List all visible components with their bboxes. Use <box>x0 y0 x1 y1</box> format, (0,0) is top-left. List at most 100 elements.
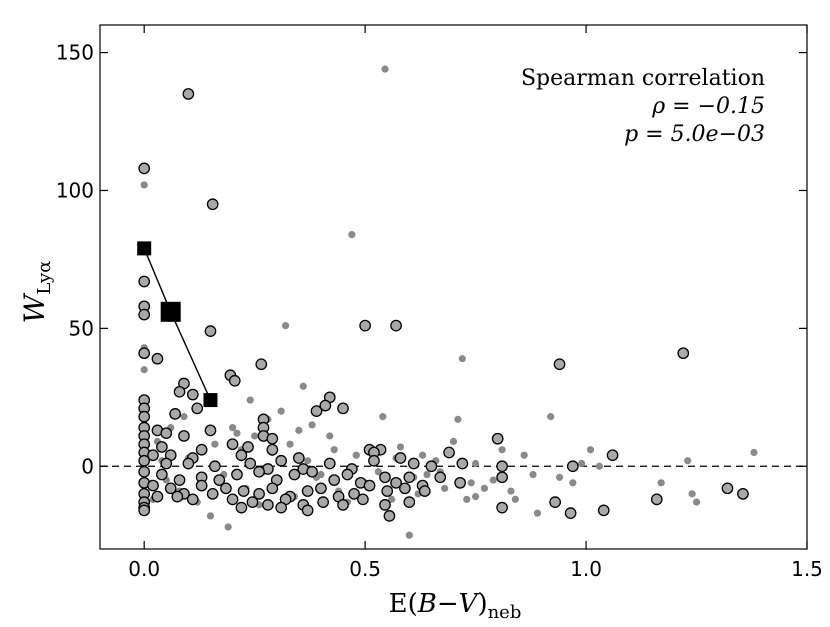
large-data-point <box>173 385 186 398</box>
large-data-point <box>456 457 469 470</box>
large-data-point <box>323 457 336 470</box>
y-axis-title: WLyα <box>18 261 55 324</box>
large-data-point <box>138 465 151 478</box>
large-data-point <box>226 438 239 451</box>
large-data-point <box>348 487 360 500</box>
small-data-point <box>569 479 577 487</box>
large-data-point <box>138 410 151 423</box>
large-data-point <box>195 443 208 456</box>
large-data-point <box>275 454 288 467</box>
large-data-point <box>182 457 195 470</box>
large-data-point <box>206 198 219 211</box>
large-data-point <box>138 504 151 517</box>
large-data-point <box>151 490 164 503</box>
y-tick-label: 0 <box>81 454 94 478</box>
large-data-point <box>220 482 232 495</box>
large-data-point <box>156 468 168 481</box>
large-data-point <box>171 490 184 503</box>
large-data-point <box>275 501 288 514</box>
large-data-point <box>213 474 226 486</box>
large-data-point <box>379 471 391 484</box>
large-data-point <box>317 496 329 508</box>
y-axis-title-subscript: Lyα <box>34 261 55 295</box>
large-data-point <box>237 485 250 497</box>
small-data-point <box>211 440 219 448</box>
large-data-point <box>606 449 619 462</box>
small-data-point <box>286 440 294 448</box>
large-data-point <box>204 325 217 337</box>
small-data-point <box>454 415 462 423</box>
large-data-point <box>266 482 279 495</box>
large-data-point <box>160 427 173 440</box>
large-data-point <box>737 487 749 500</box>
large-data-point <box>496 460 508 473</box>
large-data-point <box>677 347 690 360</box>
large-data-point <box>253 487 265 500</box>
large-data-point <box>306 465 318 478</box>
small-data-point <box>471 459 480 468</box>
large-data-point <box>379 499 391 511</box>
small-data-point <box>595 462 603 470</box>
large-data-point <box>156 441 168 453</box>
small-data-point <box>441 484 449 492</box>
large-data-point <box>553 358 566 371</box>
large-data-point <box>206 487 219 500</box>
x-axis-title: E(B−V)neb <box>389 589 522 623</box>
x-tick-label: 1.5 <box>791 557 823 581</box>
small-data-point <box>458 355 466 363</box>
large-data-point <box>228 374 241 387</box>
large-data-point <box>255 358 268 371</box>
large-data-point <box>337 499 349 511</box>
large-data-point <box>138 275 151 288</box>
small-data-point <box>308 421 316 429</box>
large-data-point <box>138 162 151 175</box>
small-data-point <box>140 366 148 374</box>
large-data-point <box>381 485 394 497</box>
large-data-point <box>235 449 248 462</box>
x-tick-label: 0.5 <box>349 557 381 581</box>
large-data-point <box>328 474 341 486</box>
small-data-point <box>352 451 360 459</box>
small-data-point <box>529 470 537 479</box>
large-data-point <box>390 319 402 332</box>
large-data-point <box>368 454 380 467</box>
small-data-point <box>180 413 188 421</box>
x-axis-title-var: B <box>417 589 437 619</box>
large-data-point <box>186 388 199 401</box>
large-data-point <box>147 449 159 462</box>
large-data-point <box>418 485 431 497</box>
small-data-point <box>489 476 497 484</box>
small-data-point <box>396 443 405 451</box>
large-data-point <box>341 468 354 481</box>
annotation-line-2: ρ = −0.15 <box>651 94 765 119</box>
binned-points-series <box>137 241 218 408</box>
large-data-point <box>231 468 243 481</box>
large-data-point <box>383 510 396 522</box>
large-data-point <box>253 465 265 478</box>
small-data-point <box>140 181 148 189</box>
small-data-point <box>467 479 475 487</box>
small-data-point <box>228 424 237 432</box>
large-data-point <box>721 482 734 495</box>
small-data-point <box>379 413 387 421</box>
x-tick-label: 0.0 <box>128 557 160 581</box>
large-data-point <box>650 493 663 506</box>
y-tick-label: 50 <box>69 316 94 340</box>
large-data-point <box>160 457 173 470</box>
large-data-point <box>491 432 504 445</box>
small-data-point <box>304 457 312 465</box>
large-data-point <box>363 479 376 492</box>
large-data-point <box>138 347 151 360</box>
small-data-point <box>520 451 528 459</box>
large-data-point <box>138 308 151 321</box>
large-data-point <box>169 408 181 420</box>
large-data-point <box>403 471 416 484</box>
small-data-point <box>684 457 692 465</box>
large-data-point <box>266 432 279 445</box>
large-data-point <box>246 496 259 508</box>
small-data-point <box>586 446 595 454</box>
small-data-point <box>578 459 586 468</box>
small-data-point <box>480 484 489 492</box>
small-data-point <box>423 470 431 479</box>
